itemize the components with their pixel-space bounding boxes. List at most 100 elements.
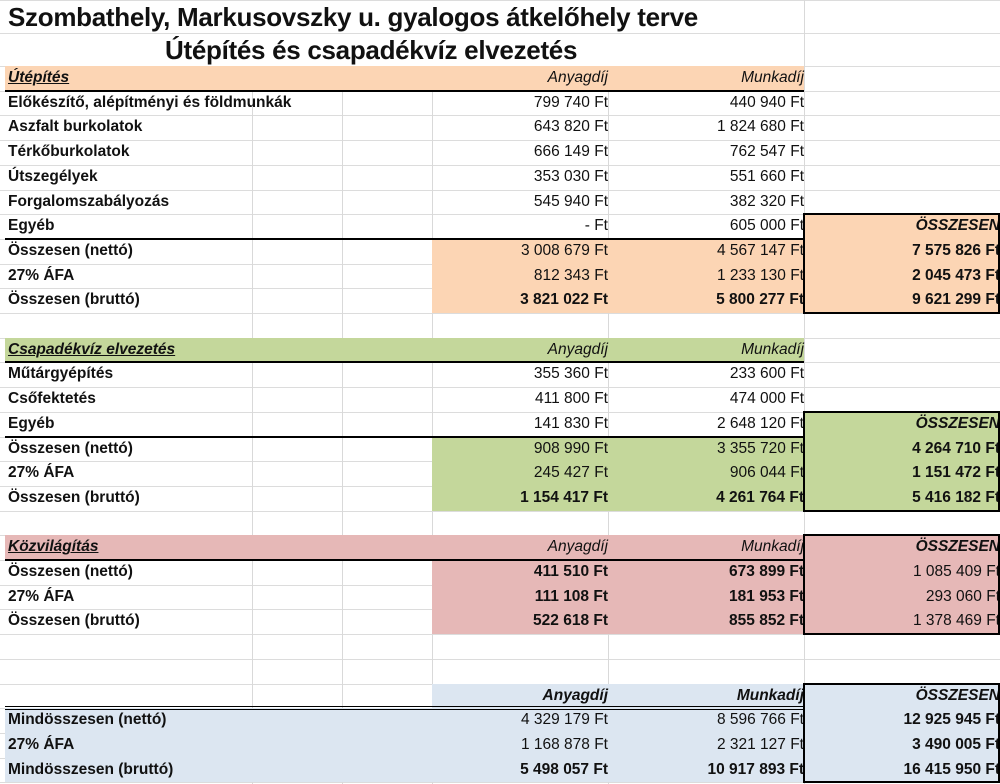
total-label: 27% ÁFA [8,266,75,284]
gridline [608,66,609,784]
total-munkadij: 2 321 127 Ft [716,735,804,753]
osszesen-box-border [803,682,1000,784]
totals-fill [432,238,804,313]
total-munkadij: 3 355 720 Ft [716,439,804,457]
total-osszesen: 2 045 473 Ft [912,266,1000,284]
item-label: Forgalomszabályozás [8,192,170,210]
section-title-utepites: Útépítés [8,69,70,86]
item-munkadij: 2 648 120 Ft [716,414,804,432]
column-header-anyagdij: Anyagdíj [542,686,608,704]
header-double-line [5,706,804,711]
item-munkadij: 440 940 Ft [729,93,804,111]
total-anyagdij: 111 108 Ft [534,587,608,605]
total-osszesen: 4 264 710 Ft [912,439,1000,457]
total-munkadij: 10 917 893 Ft [707,760,804,778]
column-header-munkadij: Munkadíj [741,538,804,556]
osszesen-box-border [803,410,1000,512]
item-anyagdij: 353 030 Ft [533,167,608,185]
item-label: Csőfektetés [8,390,96,408]
gridline [0,164,1000,166]
total-anyagdij: 411 510 Ft [533,563,608,580]
total-munkadij: 4 567 147 Ft [716,241,804,259]
item-munkadij: 382 320 Ft [729,192,804,210]
item-munkadij: 762 547 Ft [729,143,804,161]
header-underline [5,361,804,364]
total-label: Összesen (bruttó) [8,291,140,309]
gridline [432,66,433,784]
osszesen-header: ÖSSZESEN [915,538,1000,556]
column-header-munkadij: Munkadíj [741,340,804,358]
total-anyagdij: 522 618 Ft [533,612,608,630]
section-header-fill [5,337,804,363]
gridline [252,66,253,784]
total-label: 27% ÁFA [8,735,75,753]
gridline [0,140,1000,142]
osszesen-header: ÖSSZESEN [915,414,1000,432]
totals-fill [432,560,804,635]
total-munkadij: 1 233 130 Ft [716,266,804,284]
totals-topline [5,237,804,240]
column-header-anyagdij: Anyagdíj [547,340,608,358]
column-header-munkadij: Munkadíj [741,69,804,86]
total-anyagdij: 245 427 Ft [533,464,608,482]
item-label: Térkőburkolatok [8,143,130,161]
total-label: 27% ÁFA [8,587,75,605]
osszesen-box-border [803,534,1000,636]
item-label: Előkészítő, alépítményi és földmunkák [8,93,292,111]
section-header-fill [432,683,804,709]
gridline [0,658,1000,660]
header-underline [5,559,804,561]
header-underline [5,89,804,92]
item-label: Egyéb [8,414,55,432]
item-anyagdij: 666 149 Ft [533,143,608,161]
total-anyagdij: 812 343 Ft [533,266,608,284]
osszesen-fill [804,683,1000,783]
section-title-csapadekviz: Csapadékvíz elvezetés [8,340,176,358]
total-munkadij: 5 800 277 Ft [716,291,804,309]
item-anyagdij: 643 820 Ft [533,118,608,136]
sheet-title: Szombathely, Markusovszky u. gyalogos át… [8,2,698,32]
gridline [342,66,343,784]
total-osszesen: 5 416 182 Ft [912,488,1000,506]
total-munkadij: 181 953 Ft [729,587,804,605]
total-munkadij: 8 596 766 Ft [716,711,804,729]
gridline [0,115,1000,117]
osszesen-header: ÖSSZESEN [915,686,1000,704]
osszesen-fill [804,411,1000,511]
total-munkadij: 4 261 764 Ft [716,488,804,506]
total-label: Összesen (bruttó) [8,612,140,630]
total-munkadij: 906 044 Ft [729,464,804,482]
item-munkadij: 233 600 Ft [729,365,804,383]
item-munkadij: 1 824 680 Ft [716,118,804,136]
item-label: Műtárgyépítés [8,365,114,383]
osszesen-box-border [803,213,1000,314]
gridline [0,313,1000,314]
osszesen-header: ÖSSZESEN [915,217,1000,235]
total-osszesen: 16 415 950 Ft [903,760,1000,778]
total-osszesen: 7 575 826 Ft [912,241,1000,259]
total-osszesen: 293 060 Ft [925,587,1000,605]
section-header-fill [5,535,804,560]
total-anyagdij: 908 990 Ft [533,439,608,457]
item-label: Aszfalt burkolatok [8,118,143,136]
total-osszesen: 1 151 472 Ft [912,464,1000,482]
total-anyagdij: 4 329 179 Ft [520,711,608,729]
item-label: Egyéb [8,217,55,235]
totals-fill [432,436,804,511]
section-title-kozvilagitas: Közvilágítás [8,538,99,556]
total-anyagdij: 5 498 057 Ft [520,760,608,778]
total-osszesen: 1 085 409 Ft [912,563,1000,580]
gridline [804,0,805,784]
item-anyagdij: 141 830 Ft [533,414,608,432]
total-label: Összesen (nettó) [8,563,133,580]
item-anyagdij: 545 940 Ft [533,192,608,210]
column-header-munkadij: Munkadíj [736,686,804,704]
total-label: Összesen (nettó) [8,241,133,259]
gridline [0,634,1000,636]
total-anyagdij: 3 821 022 Ft [520,291,608,309]
gridline [0,387,1000,389]
item-anyagdij: 799 740 Ft [533,93,608,111]
total-anyagdij: 1 154 417 Ft [520,488,608,506]
gridline [0,0,1000,1]
item-anyagdij: 355 360 Ft [533,365,608,383]
